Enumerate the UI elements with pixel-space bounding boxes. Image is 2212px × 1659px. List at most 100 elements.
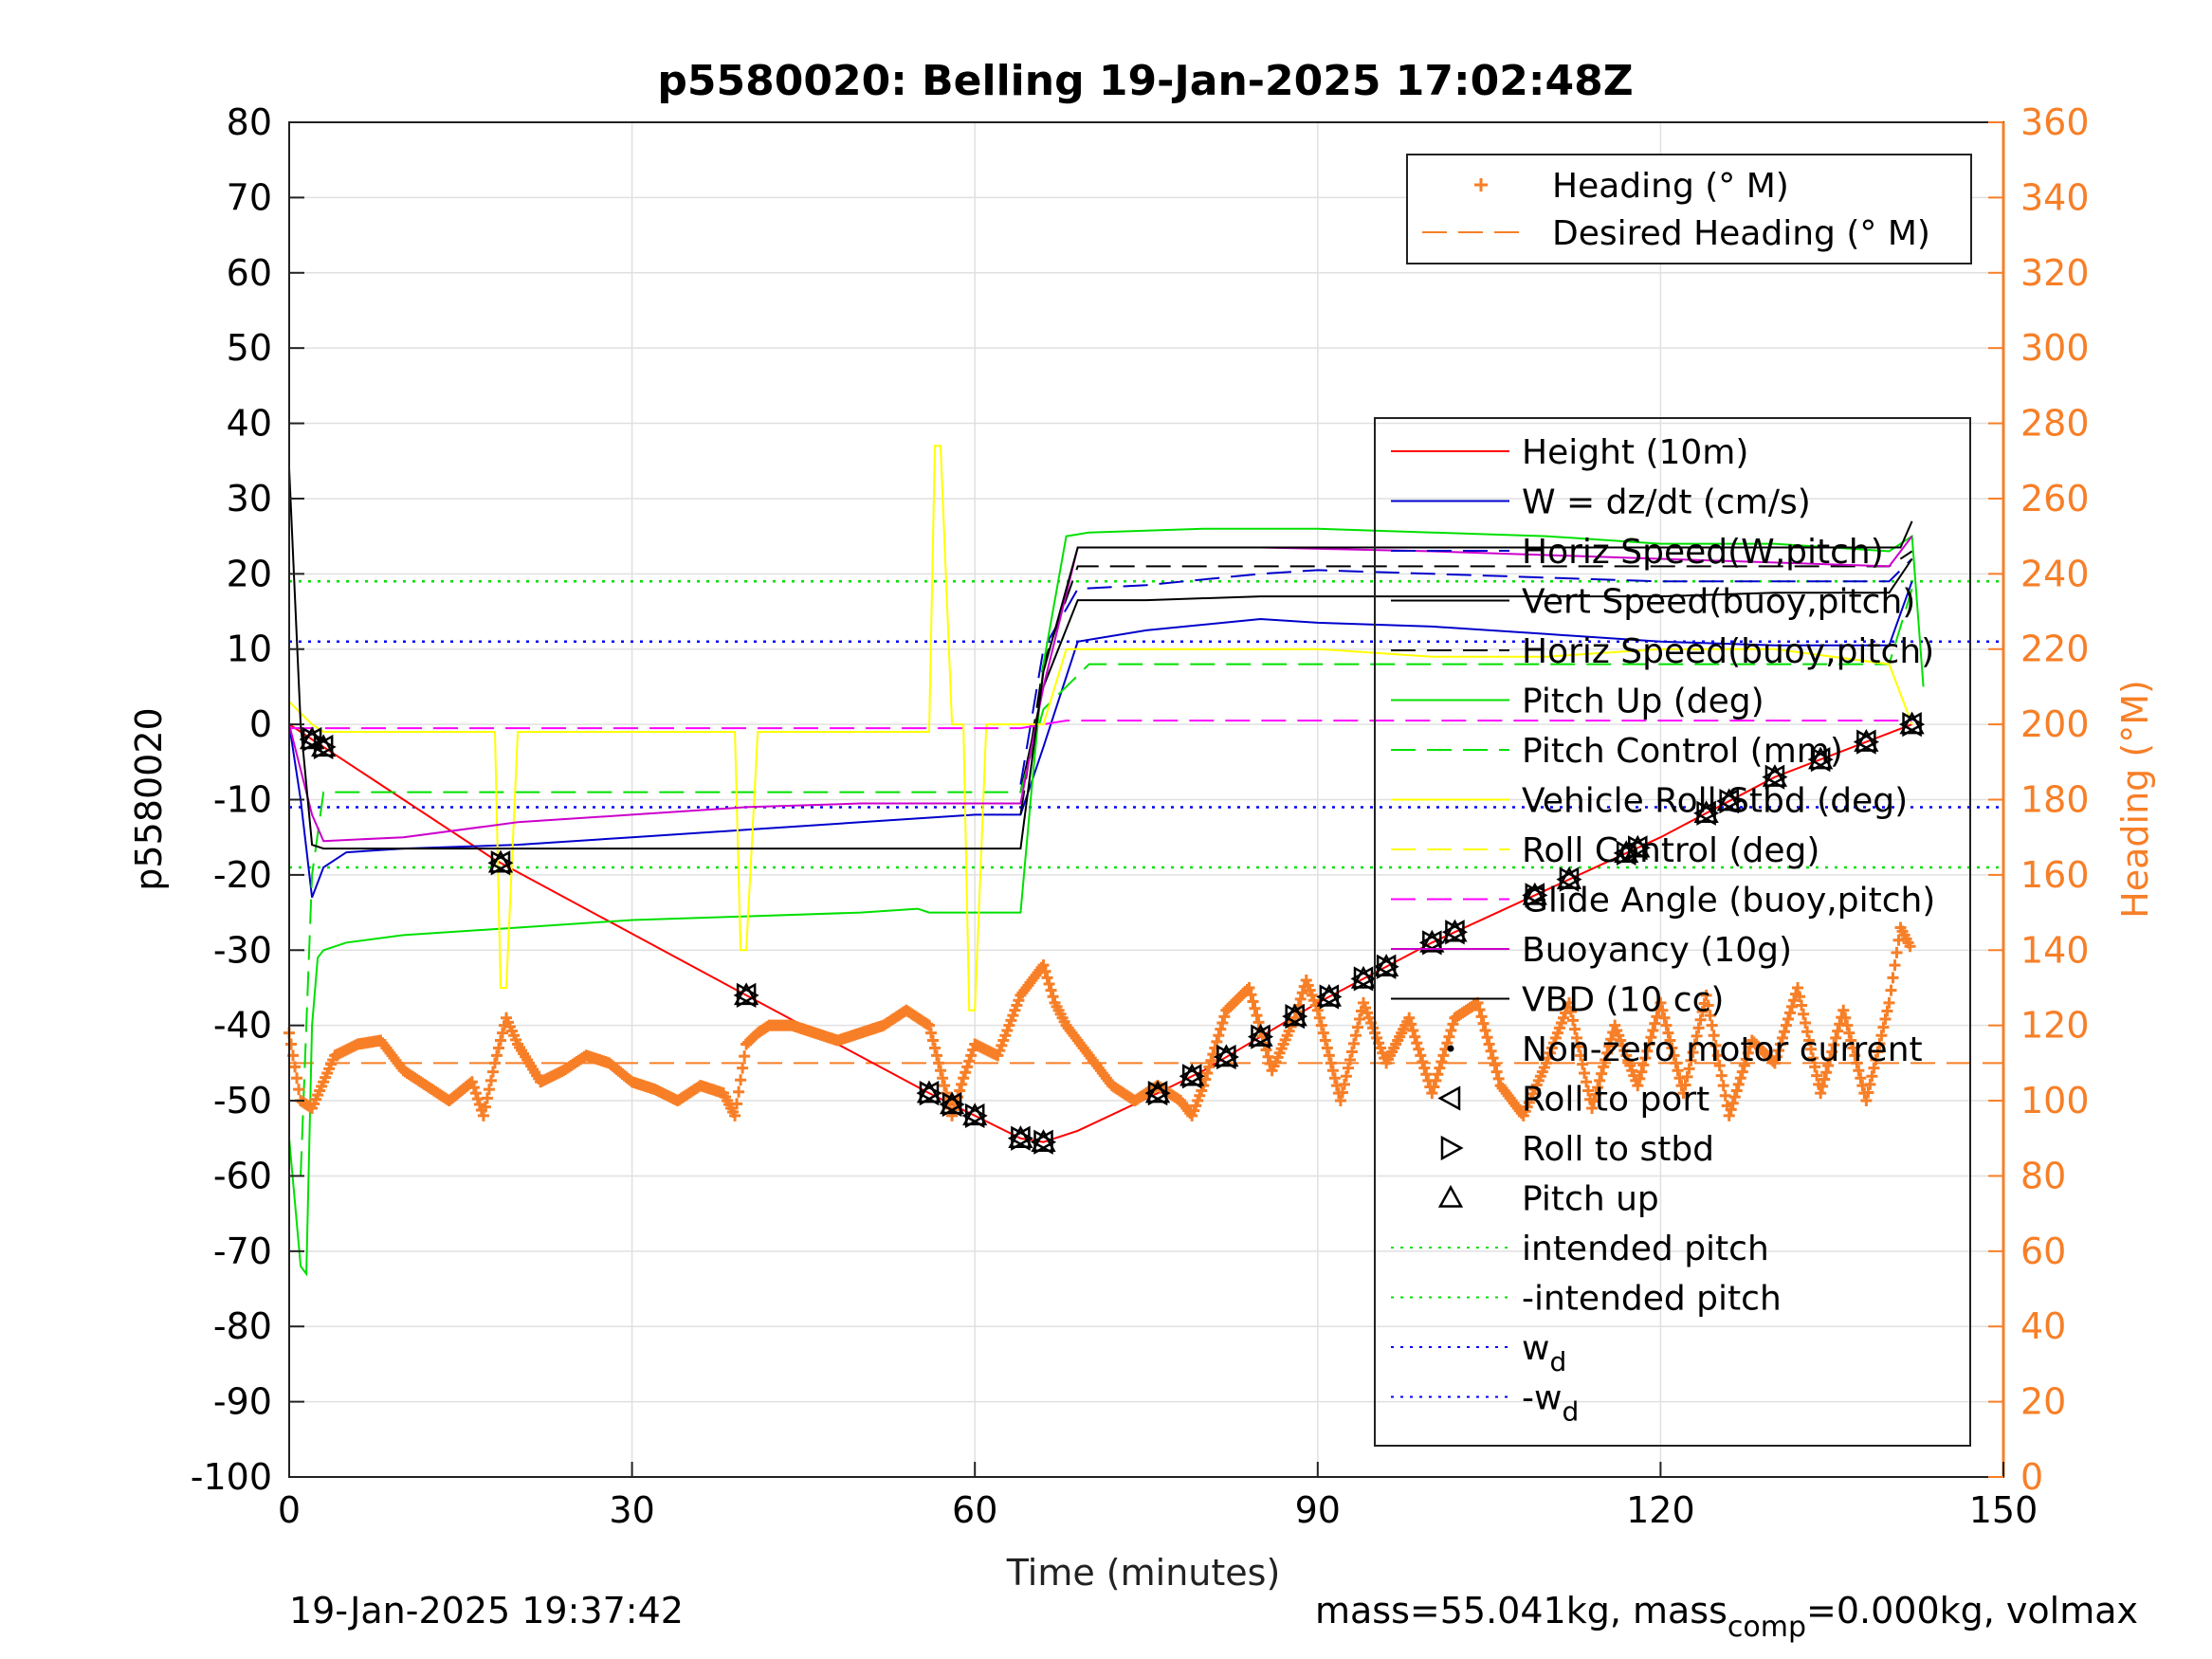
x-tick-label-5: 150	[1969, 1489, 2038, 1531]
heading-point	[1487, 1052, 1499, 1065]
reference-lines	[289, 580, 2003, 1065]
heading-point	[1334, 1095, 1346, 1107]
y-tick-label-9: -10	[213, 779, 272, 821]
marker-roll-to-stbd	[1719, 788, 1743, 814]
heading-point	[1709, 1039, 1722, 1051]
y2-tick-label-5: 260	[2020, 478, 2090, 520]
legend-main-box	[1374, 417, 1971, 1447]
heading-point	[1782, 1013, 1794, 1026]
marker-roll-to-stbd	[1376, 954, 1399, 979]
heading-point	[1656, 1004, 1669, 1016]
heading-point	[1826, 1046, 1838, 1058]
heading-point	[1294, 993, 1307, 1005]
series-glide-angle-buoy-pitch	[289, 720, 1912, 730]
heading-point	[931, 1049, 943, 1062]
heading-point	[1566, 1014, 1579, 1027]
y-tick-label-12: -40	[213, 1005, 272, 1047]
heading-point	[1326, 1065, 1339, 1077]
y2-tick-label-13: 100	[2020, 1080, 2090, 1121]
heading-point	[1411, 1037, 1423, 1049]
heading-point	[1037, 959, 1050, 972]
heading-point	[1683, 1063, 1695, 1075]
y2-tick-label-17: 20	[2020, 1381, 2066, 1423]
heading-point	[483, 1084, 495, 1096]
heading-point	[1820, 1066, 1833, 1079]
marker-roll-to-stbd	[1616, 840, 1639, 866]
heading-point	[1853, 1065, 1865, 1077]
heading-point	[1473, 1004, 1486, 1016]
x-tick-label-0: 0	[278, 1489, 301, 1531]
heading-point	[1706, 1019, 1718, 1031]
heading-point	[1605, 1033, 1618, 1046]
legend-heading: Heading (° M) Desired Heading (° M)	[1406, 154, 1972, 264]
heading-point	[1866, 1070, 1878, 1083]
heading-point	[1862, 1086, 1874, 1099]
marker-roll-to-stbd	[1810, 747, 1834, 773]
marker-pitch-up	[1716, 788, 1742, 811]
series-pitch-up-deg	[288, 527, 1925, 1277]
heading-point	[733, 1085, 745, 1098]
heading-point	[739, 1050, 751, 1063]
heading-point	[1883, 996, 1895, 1009]
y-tick-label-18: -100	[191, 1456, 272, 1498]
y-tick-label-8: 0	[249, 703, 272, 745]
heading-point	[1774, 1038, 1786, 1050]
heading-point	[1594, 1074, 1606, 1086]
y-tick-label-13: -50	[213, 1080, 272, 1121]
heading-point	[1489, 1059, 1501, 1071]
heading-point	[469, 1087, 482, 1100]
heading-point	[1205, 1054, 1217, 1066]
heading-point	[1344, 1054, 1356, 1066]
marker-pitch-up	[311, 734, 337, 757]
marker-pitch-up	[1419, 929, 1445, 953]
heading-point	[1243, 981, 1255, 994]
heading-point	[486, 1066, 499, 1078]
heading-point	[484, 1074, 497, 1086]
y-tick-label-5: 30	[227, 478, 272, 520]
heading-point	[933, 1057, 945, 1069]
heading-point	[1832, 1025, 1844, 1037]
heading-point	[1874, 1037, 1886, 1049]
heading-point	[1569, 1023, 1581, 1035]
x-tick-label-3: 90	[1295, 1489, 1341, 1531]
y2-tick-label-10: 160	[2020, 854, 2090, 896]
heading-point	[1664, 1034, 1676, 1047]
heading-point	[1807, 1052, 1819, 1065]
heading-point	[1864, 1078, 1876, 1090]
legend-main-label-4: Horiz Speed(buoy,pitch)	[1522, 632, 1934, 671]
heading-point	[929, 1042, 941, 1054]
heading-point	[1252, 1016, 1265, 1029]
legend-main-label-8: Roll Control (deg)	[1522, 831, 1819, 870]
heading-point	[1203, 1061, 1216, 1073]
heading-point	[473, 1099, 485, 1111]
heading-point	[1685, 1054, 1697, 1066]
marker-pitch-up	[734, 982, 759, 1006]
heading-point	[1045, 984, 1057, 996]
heading-point	[1734, 1072, 1746, 1085]
heading-point	[1321, 1042, 1333, 1054]
heading-point	[479, 1101, 491, 1113]
y2-tick-label-6: 240	[2020, 553, 2090, 594]
heading-point	[961, 1061, 974, 1073]
marker-pitch-up	[1522, 882, 1547, 905]
legend-main-label-9: Glide Angle (buoy,pitch)	[1522, 882, 1935, 921]
y-tick-label-0: 80	[227, 101, 272, 143]
heading-point	[1877, 1021, 1890, 1033]
heading-point	[1579, 1066, 1591, 1079]
marker-pitch-up	[1625, 834, 1651, 858]
heading-point	[1732, 1078, 1745, 1090]
heading-point	[1430, 1074, 1442, 1086]
heading-point	[1641, 1045, 1654, 1057]
heading-point	[729, 1109, 741, 1121]
heading-point	[1573, 1041, 1585, 1053]
marker-pitch-up	[1350, 965, 1377, 989]
marker-pitch-up	[1693, 800, 1719, 824]
heading-point	[1687, 1047, 1699, 1059]
series-vehicle-roll-stbd-deg	[288, 445, 1913, 1012]
marker-pitch-up	[1556, 866, 1582, 889]
heading-point	[1738, 1060, 1750, 1072]
heading-point	[1875, 1030, 1888, 1042]
footer-mass-part1: mass=55.041kg, mass	[1315, 1590, 1728, 1632]
y2-axis-label: Heading (°M)	[2114, 680, 2156, 919]
heading-point	[1441, 1037, 1453, 1049]
